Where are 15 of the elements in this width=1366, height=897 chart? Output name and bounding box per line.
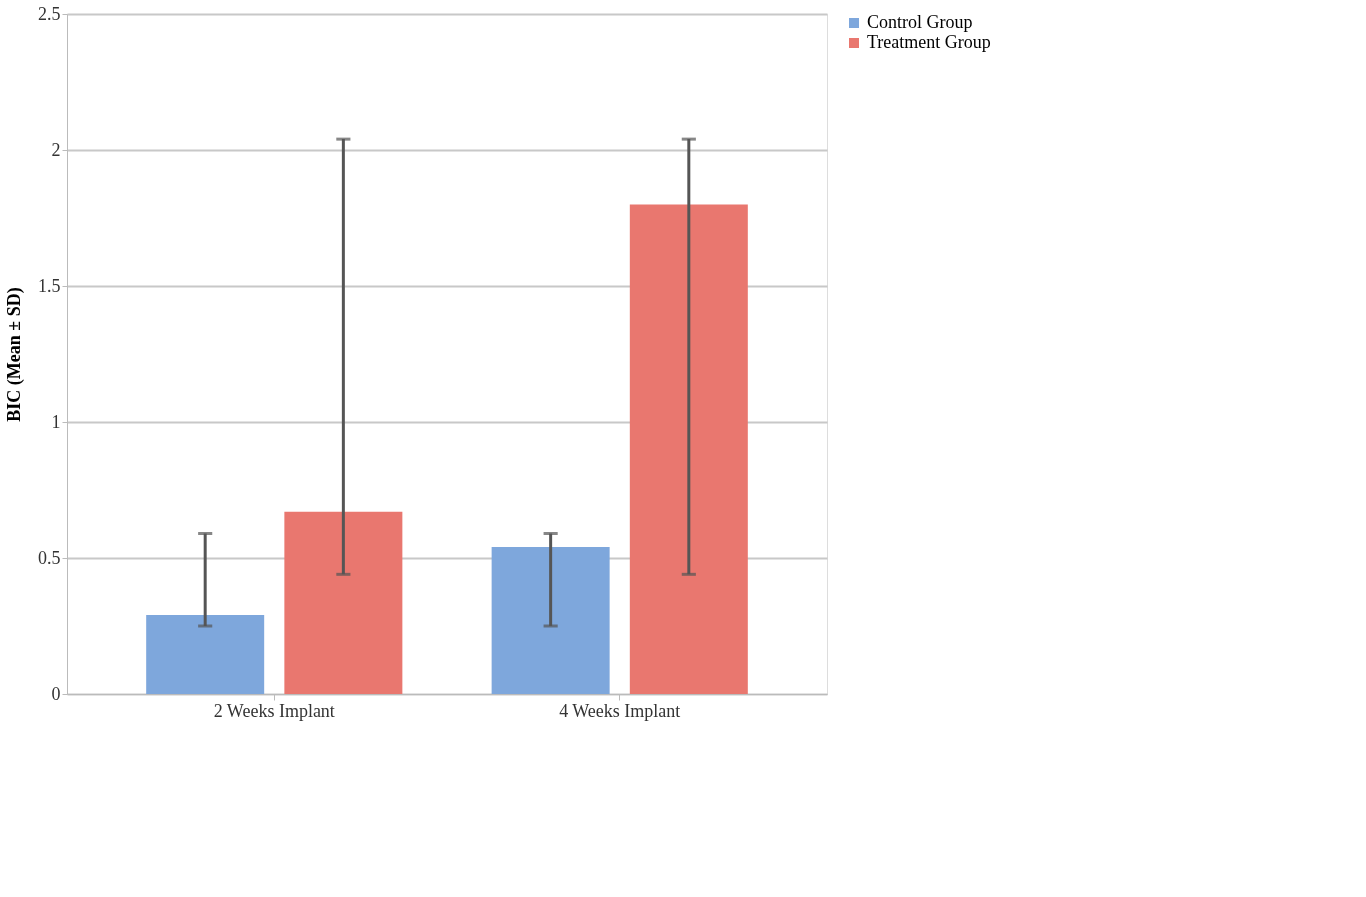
y-tick-label: 1 <box>51 411 61 432</box>
y-axis-title: BIC (Mean ± SD) <box>4 287 25 422</box>
legend-label: Treatment Group <box>867 32 991 52</box>
y-tick-label: 0 <box>51 683 61 704</box>
y-tick-label: 2.5 <box>38 3 61 24</box>
bar <box>629 204 748 694</box>
bar <box>491 547 610 694</box>
x-tick-label: 4 Weeks Implant <box>559 700 681 721</box>
y-tick-label: 0.5 <box>38 547 61 568</box>
y-tick-label: 2 <box>51 139 61 160</box>
bar <box>284 511 403 694</box>
y-tick-label: 1.5 <box>38 275 61 296</box>
bar <box>146 615 265 694</box>
legend-label: Control Group <box>867 12 973 32</box>
x-tick-label: 2 Weeks Implant <box>213 700 335 721</box>
